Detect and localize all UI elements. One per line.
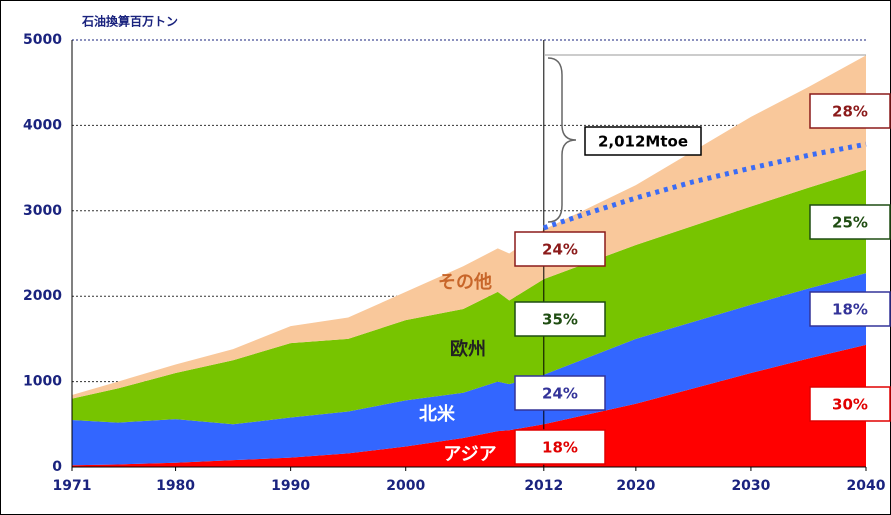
y-tick-label: 3000 (23, 203, 62, 219)
x-tick-label: 1980 (156, 478, 195, 494)
share-label: 24% (542, 241, 578, 259)
share-box (514, 231, 606, 267)
share-box (514, 375, 606, 411)
y-tick-label: 1000 (23, 374, 62, 390)
x-tick-label: 2030 (731, 478, 770, 494)
share-label: 28% (832, 103, 868, 121)
x-tick-label: 2020 (616, 478, 655, 494)
y-tick-label: 5000 (23, 32, 62, 48)
share-label: 18% (832, 301, 868, 319)
area-label: 北米 (419, 403, 456, 425)
x-tick-label: 2012 (524, 478, 563, 494)
area-label: アジア (443, 444, 496, 465)
area-label: 欧州 (450, 338, 486, 360)
x-tick-label: 2000 (386, 478, 425, 494)
reference-line (543, 141, 867, 231)
share-box (514, 429, 606, 465)
share-box (809, 386, 891, 422)
share-label: 30% (832, 396, 868, 414)
y-tick-label: 4000 (23, 117, 62, 133)
bracket-label: 2,012Mtoe (598, 133, 688, 151)
x-tick-label: 2040 (847, 478, 886, 494)
share-box (809, 93, 891, 129)
y-axis-label: 石油換算百万トン (81, 14, 178, 29)
share-label: 35% (542, 311, 578, 329)
share-box (514, 301, 606, 337)
share-box (809, 204, 891, 240)
area (72, 273, 866, 466)
y-tick-label: 2000 (23, 288, 62, 304)
y-tick-label: 0 (52, 459, 62, 475)
share-box (809, 291, 891, 327)
x-tick-label: 1971 (53, 478, 92, 494)
area-label: その他 (438, 271, 492, 293)
x-tick-label: 1990 (271, 478, 310, 494)
area (72, 344, 866, 467)
share-label: 24% (542, 385, 578, 403)
share-label: 25% (832, 214, 868, 232)
share-label: 18% (542, 439, 578, 457)
bracket-box (584, 126, 702, 156)
area (72, 169, 866, 425)
bracket (547, 57, 577, 223)
